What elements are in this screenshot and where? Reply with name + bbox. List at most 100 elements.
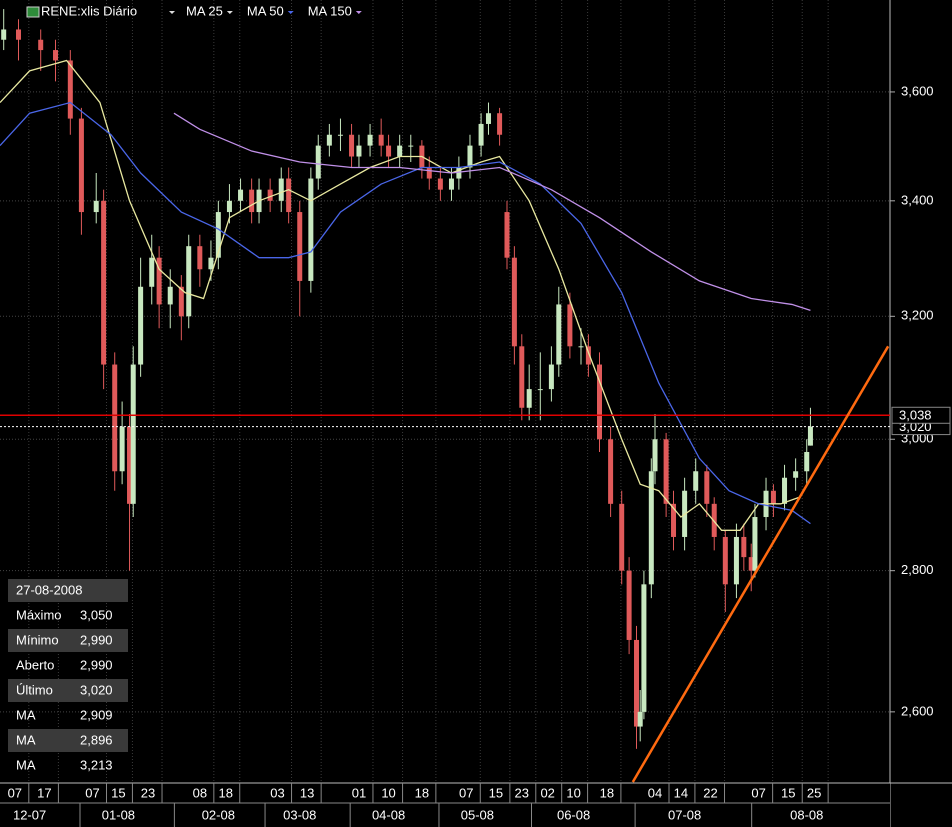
candle-body: [634, 639, 640, 727]
candle-body: [78, 118, 84, 213]
price-label-box: [891, 406, 951, 424]
candle-body: [249, 189, 255, 213]
x-axis-bg: [0, 783, 890, 827]
info-row-bg: [8, 629, 128, 652]
x-tick-label: 01: [352, 785, 366, 800]
candle-body: [208, 257, 214, 270]
candle-body: [641, 584, 647, 712]
candle-body: [186, 246, 192, 317]
candle-body: [648, 471, 654, 585]
info-label: MA: [16, 732, 36, 747]
month-label: 03-08: [283, 807, 316, 822]
candle-body: [733, 536, 739, 585]
candle-body: [315, 145, 321, 179]
candle-body: [112, 364, 118, 472]
x-tick-label: 07: [85, 785, 99, 800]
legend-entry[interactable]: MA 25: [186, 3, 223, 18]
dropdown-arrow[interactable]: [287, 11, 294, 14]
candle-body: [608, 439, 614, 504]
info-label: Máximo: [16, 607, 62, 622]
trendline: [631, 345, 890, 783]
candle-body: [426, 167, 432, 179]
price-label: 3,038: [899, 408, 932, 423]
candle-body: [367, 134, 373, 146]
candle-body: [793, 471, 799, 478]
candle-body: [38, 39, 44, 51]
candle-body: [456, 167, 462, 179]
y-tick-label: 3,600: [901, 83, 934, 98]
month-label: 07-08: [668, 807, 701, 822]
candle-body: [478, 123, 484, 146]
candle-body: [722, 536, 728, 585]
dropdown-arrow[interactable]: [226, 11, 233, 14]
x-tick-label: 15: [111, 785, 125, 800]
x-tick-label: 07: [8, 785, 22, 800]
info-label: Aberto: [16, 657, 54, 672]
info-row-bg: [8, 679, 128, 702]
candle-body: [448, 178, 454, 190]
x-tick-label: 13: [300, 785, 314, 800]
candle-body: [238, 189, 244, 201]
legend-entry[interactable]: MA 150: [308, 3, 352, 18]
candle-body: [807, 426, 813, 446]
month-label: 06-08: [557, 807, 590, 822]
info-label: MA: [16, 757, 36, 772]
x-tick-label: 04: [648, 785, 662, 800]
candle-body: [267, 189, 273, 201]
candle-body: [467, 145, 473, 168]
candle-body: [337, 134, 343, 136]
info-date: 27-08-2008: [16, 582, 83, 597]
candle-body: [1, 29, 7, 40]
x-tick-label: 08: [193, 785, 207, 800]
info-label: MA: [16, 707, 36, 722]
candle-body: [548, 364, 554, 390]
candle-body: [741, 536, 747, 558]
info-value: 3,020: [80, 682, 113, 697]
candle-body: [752, 517, 758, 571]
dropdown-arrow[interactable]: [169, 11, 175, 14]
dropdown-arrow[interactable]: [355, 11, 362, 14]
month-label: 01-08: [102, 807, 135, 822]
candle-body: [278, 178, 284, 201]
candle-body: [519, 346, 525, 408]
candle-body: [504, 212, 510, 258]
legend-entry[interactable]: MA 50: [247, 3, 284, 18]
info-row-bg: [8, 579, 128, 602]
candle-body: [556, 304, 562, 365]
candle-body: [626, 570, 632, 640]
candle-body: [93, 200, 99, 213]
candle-body: [349, 134, 355, 157]
x-tick-label: 03: [270, 785, 284, 800]
month-label: 02-08: [202, 807, 235, 822]
x-tick-label: 07: [459, 785, 473, 800]
candle-body: [16, 29, 22, 40]
y-tick-label: 3,400: [901, 192, 934, 207]
candle-body: [386, 145, 392, 157]
x-tick-label: 15: [781, 785, 795, 800]
x-tick-label: 10: [381, 785, 395, 800]
x-tick-label: 25: [807, 785, 821, 800]
overlay: 3,020 3,038 RENE:xlis Diário MA 25 MA 50 MA 1…: [0, 3, 951, 783]
x-tick-label: 18: [415, 785, 429, 800]
candle-body: [671, 503, 677, 537]
candle-body: [748, 557, 754, 571]
candle-body: [711, 503, 717, 537]
month-label: 12-07: [13, 807, 46, 822]
symbol-icon: [26, 6, 40, 18]
candle-body: [782, 477, 788, 504]
candle-body: [537, 389, 543, 391]
candle-body: [149, 257, 155, 287]
candle-body: [597, 364, 603, 440]
candle-body: [167, 286, 173, 305]
symbol-title[interactable]: RENE:xlis Diário: [41, 3, 137, 18]
info-label: Mínimo: [16, 632, 59, 647]
info-value: 2,990: [80, 657, 113, 672]
x-tick-label: 23: [141, 785, 155, 800]
candle-body: [567, 304, 573, 347]
candle-body: [408, 145, 414, 147]
candle-body: [119, 426, 125, 472]
candle-body: [101, 200, 107, 365]
x-tick-label: 17: [37, 785, 51, 800]
